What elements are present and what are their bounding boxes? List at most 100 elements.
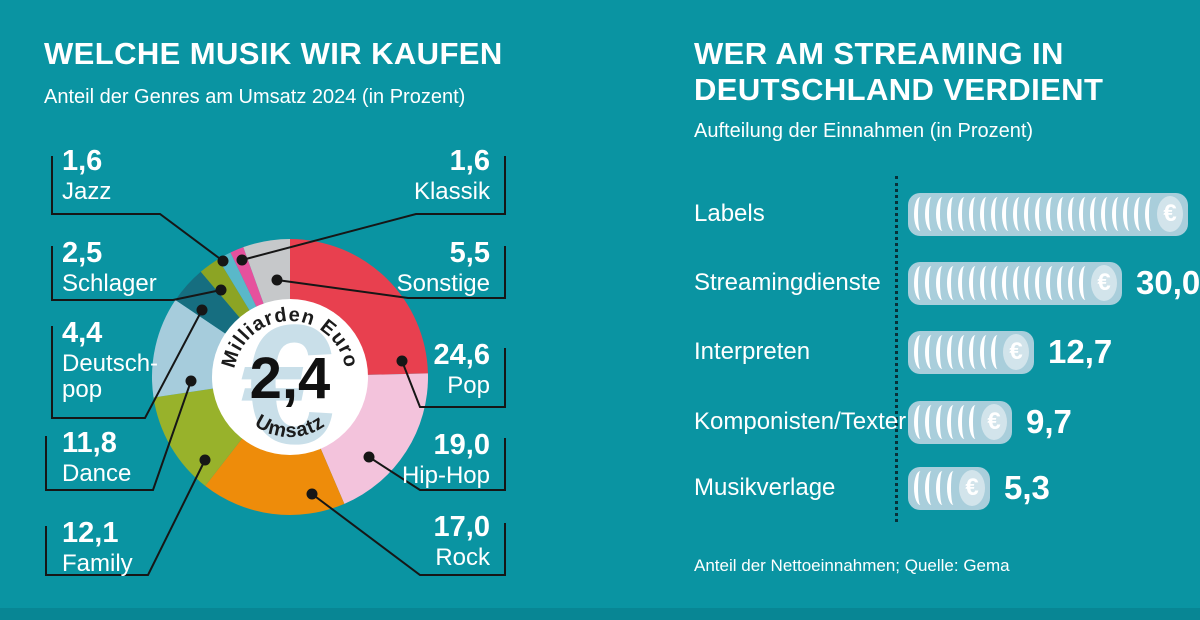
genre-label-sonstige: 5,5 Sonstige [300,238,490,297]
genre-value: 24,6 [433,339,490,371]
streaming-row-komponisten: Komponisten/Texter € 9,7 [694,400,1072,444]
coin-edge [958,405,971,439]
coin-edge [914,197,927,231]
leader-dot-pop [396,355,408,367]
genre-name: Family [62,549,133,577]
coin-arcs [914,197,1156,231]
coin-stack-bar: € [908,261,1122,305]
row-label: Streamingdienste [694,269,881,296]
euro-coin-icon: € [1157,196,1183,232]
genre-label-rock: 17,0 Rock [300,512,490,571]
coin-edge [1134,197,1147,231]
coin-edge [958,335,971,369]
coin-arcs [914,471,958,505]
coin-edge [1035,266,1048,300]
coin-edge [1002,197,1015,231]
genre-label-dance: 11,8 Dance [62,428,131,487]
genre-value: 12,1 [62,517,119,549]
leader-dot-jazz [217,255,229,267]
genre-name: Deutsch-pop [62,349,159,404]
coin-edge [936,335,949,369]
coin-edge [1101,197,1114,231]
leader-dot-dance [185,375,197,387]
leader-line-jazz [51,156,224,262]
coin-edge [947,335,960,369]
coin-edge [969,197,982,231]
leader-lines [45,156,506,576]
genre-value: 2,5 [62,237,103,269]
coin-edge [1079,197,1092,231]
genre-name: Sonstige [396,269,490,297]
coin-edge [925,471,938,505]
coin-edge [958,266,971,300]
genre-name: Klassik [413,177,490,205]
coin-edge [980,335,993,369]
coin-stack-bar: € [908,466,990,510]
leader-line-family [45,459,206,576]
euro-watermark-icon: € [241,290,336,480]
leader-line-rock [311,493,506,576]
coin-edge [1046,197,1059,231]
genre-name: Jazz [62,177,112,205]
genre-value: 1,6 [449,145,490,177]
streaming-row-labels: Labels € 42,4 [694,192,1200,236]
row-label: Komponisten/Texter [694,408,907,435]
left-chart-title: WELCHE MUSIK WIR KAUFEN [44,36,503,71]
coin-edge [1057,197,1070,231]
coin-stack-bar: € [908,400,1012,444]
coin-edge [914,335,927,369]
leader-dot-klassik [236,254,248,266]
row-value: 9,7 [1026,403,1072,440]
genre-label-hiphop: 19,0 Hip-Hop [300,430,490,489]
coin-edge [925,197,938,231]
coin-edge [980,266,993,300]
coin-edge [1057,266,1070,300]
coin-edge [914,405,927,439]
coin-edge [947,266,960,300]
genre-label-family: 12,1 Family [62,518,133,577]
genre-name: Dance [62,459,132,487]
source-footnote: Anteil der Nettoeinnahmen; Quelle: Gema [694,556,1010,575]
genre-value: 17,0 [433,511,490,543]
bottom-strip [0,608,1200,620]
coin-edge [925,405,938,439]
coin-edge [1046,266,1059,300]
leader-line-schlager [51,246,222,301]
donut-center-value: 2,4 [250,346,331,411]
genre-value: 4,4 [62,317,103,349]
leader-line-dance [45,380,192,491]
streaming-row-musikverlage: Musikverlage € 5,3 [694,466,1050,510]
coin-edge [925,266,938,300]
coin-edge [1013,197,1026,231]
leader-line-deutsch-pop [51,309,203,419]
donut-center-circle [212,299,368,455]
donut-chart: € Milliarden Euro 2,4 Umsatz [45,156,506,576]
row-value: 12,7 [1048,333,1113,370]
euro-coin-icon: € [981,404,1007,440]
row-value: 5,3 [1004,469,1050,506]
genre-value: 11,8 [62,427,117,459]
coin-edge [947,471,960,505]
coin-edge [991,197,1004,231]
row-label: Interpreten [694,338,811,365]
genre-label-klassik: 1,6 Klassik [300,146,490,205]
coin-edge [1068,266,1081,300]
euro-coin-icon: € [1003,334,1029,370]
coin-arcs [914,405,980,439]
streaming-row-streamingdienste: Streamingdienste € 30,0 [694,261,1200,305]
streaming-revenue-panel: WER AM STREAMING IN DEUTSCHLAND VERDIENT… [600,0,1200,620]
leader-line-hip-hop [368,438,506,491]
right-chart-title: WER AM STREAMING IN DEUTSCHLAND VERDIENT [694,36,1104,107]
coin-edge [936,405,949,439]
coin-edge [925,335,938,369]
coin-edge [1024,266,1037,300]
coin-edge [991,266,1004,300]
leader-dot-deutsch-pop [196,304,208,316]
coin-edge [936,266,949,300]
leader-line-pop [401,348,506,408]
row-label: Musikverlage [694,474,836,501]
leader-dot-schlager [215,284,227,296]
coin-edge [914,471,927,505]
coin-edge [1112,197,1125,231]
coin-edge [991,335,1004,369]
